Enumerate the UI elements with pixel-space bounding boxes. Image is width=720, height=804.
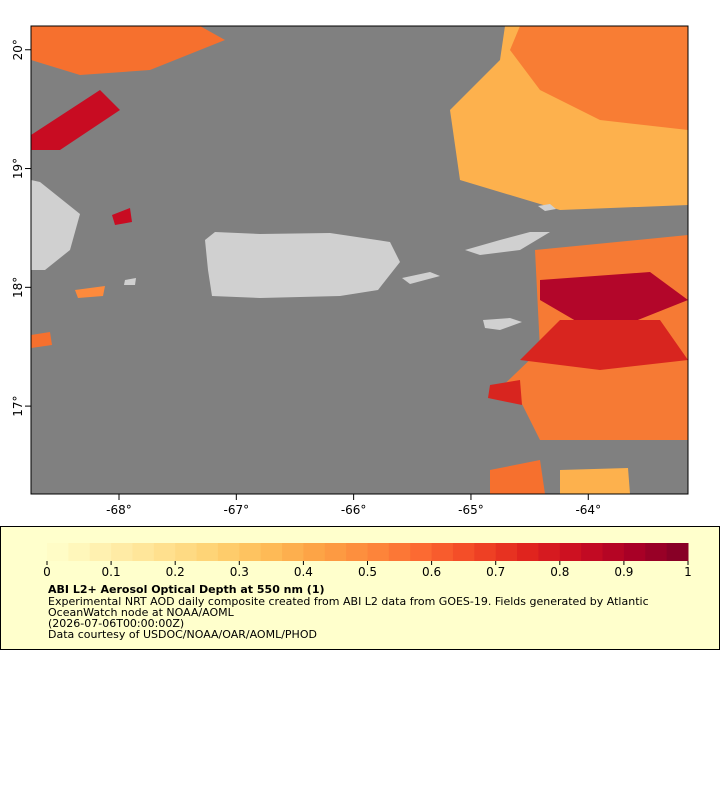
x-tick-label: -64° (575, 503, 601, 517)
legend-text: OceanWatch node at NOAA/AOML (48, 606, 235, 619)
aerosol-field (31, 26, 688, 494)
colorbar-label: 0.6 (422, 565, 441, 579)
aod-region (31, 90, 120, 150)
colorbar-segment (431, 543, 454, 561)
aod-region (75, 286, 105, 298)
aod-region (112, 208, 132, 225)
colorbar-segment (346, 543, 368, 561)
colorbar-segment (175, 543, 198, 561)
land (31, 180, 556, 330)
colorbar-segment (111, 543, 133, 561)
colorbar-segment (495, 543, 518, 561)
colorbar-segment (324, 543, 347, 561)
colorbar-label: 0.2 (166, 565, 185, 579)
colorbar-segment (602, 543, 625, 561)
colorbar-label: 0.4 (294, 565, 313, 579)
aod-region (540, 272, 688, 335)
legend-text: Data courtesy of USDOC/NOAA/OAR/AOML/PHO… (48, 628, 317, 641)
y-tick-label: 17° (11, 395, 25, 416)
colorbar-segment (282, 543, 304, 561)
colorbar-label: 0.3 (230, 565, 249, 579)
colorbar-segment (517, 543, 539, 561)
colorbar-segment (538, 543, 561, 561)
aod-region (510, 26, 688, 130)
aod-region (560, 468, 630, 494)
colorbar-segment (645, 543, 668, 561)
x-tick-label: -65° (458, 503, 484, 517)
aod-region (31, 26, 225, 75)
island (538, 204, 556, 211)
colorbar-segment (132, 543, 155, 561)
aod-region (520, 320, 688, 370)
legend: ABI L2+ Aerosol Optical Depth at 550 nm … (43, 543, 692, 641)
colorbar-segment (196, 543, 219, 561)
legend-text: Experimental NRT AOD daily composite cre… (48, 595, 649, 608)
puerto-rico (205, 232, 400, 298)
colorbar-label: 0.7 (486, 565, 505, 579)
x-tick-label: -66° (341, 503, 367, 517)
y-tick-label: 19° (11, 158, 25, 179)
colorbar-segment (260, 543, 283, 561)
colorbar-segment (410, 543, 433, 561)
colorbar-segment (303, 543, 326, 561)
st-croix (483, 318, 522, 330)
colorbar-segment (474, 543, 497, 561)
colorbar-segment (367, 543, 390, 561)
colorbar-segment (239, 543, 262, 561)
colorbar-segment (153, 543, 176, 561)
colorbar-label: 0.9 (614, 565, 633, 579)
virgin-islands (465, 232, 550, 255)
map-frame (30, 25, 689, 495)
hispaniola (31, 180, 80, 270)
legend-text: (2026-07-06T00:00:00Z) (48, 617, 184, 630)
colorbar-label: 0 (43, 565, 51, 579)
colorbar-segment (388, 543, 411, 561)
aod-region (31, 332, 52, 348)
aod-region (488, 380, 522, 405)
colorbar-label: 0.1 (102, 565, 121, 579)
colorbar-segment (47, 543, 69, 561)
colorbar-segment (217, 543, 240, 561)
colorbar-segment (68, 543, 91, 561)
y-tick-label: 18° (11, 277, 25, 298)
island (124, 278, 136, 285)
colorbar-segment (89, 543, 112, 561)
y-tick-label: 20° (11, 39, 25, 60)
colorbar-segment (623, 543, 646, 561)
colorbar-segment (452, 543, 475, 561)
colorbar-label: 0.8 (550, 565, 569, 579)
colorbar-segment (581, 543, 604, 561)
legend-title: ABI L2+ Aerosol Optical Depth at 550 nm … (48, 583, 325, 596)
colorbar-segment (559, 543, 582, 561)
aod-region (490, 460, 545, 494)
colorbar-label: 0.5 (358, 565, 377, 579)
colorbar-segment (666, 543, 689, 561)
x-tick-label: -68° (106, 503, 132, 517)
x-tick-label: -67° (224, 503, 250, 517)
island (402, 272, 440, 284)
colorbar-label: 1 (684, 565, 692, 579)
